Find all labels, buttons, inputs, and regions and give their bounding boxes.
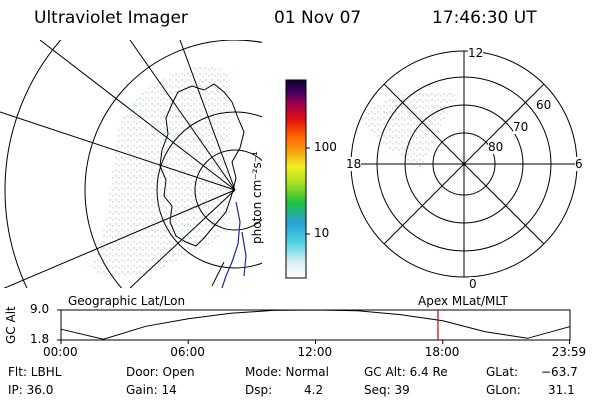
colorbar-tick-100: 100 — [314, 140, 337, 154]
mode-info: Mode: Normal — [245, 365, 329, 379]
gc-alt-info: GC Alt: 6.4 Re — [364, 365, 448, 379]
y-tick-label: 1.8 — [30, 332, 50, 346]
mlt-label-6: 6 — [575, 157, 583, 171]
seq-info: Seq: 39 — [364, 383, 410, 397]
door-info: Door: Open — [126, 365, 195, 379]
colorbar-unit-label: photon cm⁻²s⁻¹ — [250, 151, 264, 244]
colorbar-gradient — [285, 79, 307, 279]
colorbar — [285, 79, 310, 279]
glon-label: GLon: — [486, 383, 521, 397]
south-america-coastline — [221, 201, 247, 288]
lat-label-70: 70 — [513, 120, 529, 134]
lat-circle — [194, 149, 262, 231]
y-tick-label: 9.0 — [30, 302, 50, 316]
date-label: 01 Nov 07 — [274, 8, 362, 28]
glat-label: GLat: — [486, 365, 519, 379]
mlt-label-12: 12 — [468, 46, 484, 60]
colorbar-tick-10: 10 — [314, 226, 330, 240]
altitude-series-line — [60, 309, 570, 340]
x-tick-label: 06:00 — [170, 345, 205, 359]
lat-label-60: 60 — [536, 98, 552, 112]
antarctica-coastline — [159, 83, 245, 247]
aurora-glow-polar — [360, 89, 460, 169]
ip-info: IP: 36.0 — [8, 383, 54, 397]
gain-info: Gain: 14 — [126, 383, 177, 397]
filter-info: Flt: LBHL — [8, 365, 62, 379]
coastline-fragment — [211, 261, 225, 287]
mlt-label-18: 18 — [346, 157, 362, 171]
aurora-glow-map — [90, 66, 230, 277]
chart-ylabel: GC Alt — [4, 306, 18, 344]
polar-plot — [350, 50, 578, 278]
lat-circle — [156, 111, 262, 269]
x-tick-label: 12:00 — [297, 345, 333, 359]
apex-panel-label: Apex MLat/MLT — [418, 294, 508, 308]
altitude-chart — [57, 309, 571, 344]
instrument-title: Ultraviolet Imager — [34, 8, 188, 28]
meridian-line — [39, 40, 236, 191]
dsp-label: Dsp: — [245, 383, 273, 397]
geographic-panel-label: Geographic Lat/Lon — [68, 294, 186, 308]
mlt-label-0: 0 — [469, 277, 477, 291]
meridian-line — [129, 189, 236, 288]
x-tick-label: 18:00 — [424, 345, 460, 359]
glat-value: −63.7 — [541, 365, 578, 379]
meridian-line — [0, 111, 236, 191]
lat-circle — [4, 40, 62, 288]
glon-value: 31.1 — [548, 383, 575, 397]
meridian-line — [129, 40, 236, 191]
x-tick-label: 00:00 — [43, 345, 78, 359]
meridian-line — [3, 189, 236, 288]
x-tick-label: 23:59 — [551, 345, 587, 359]
chart-frame — [60, 309, 571, 341]
lat-label-80: 80 — [488, 140, 504, 154]
dsp-value: 4.2 — [304, 383, 324, 397]
mlt-line-diag — [383, 83, 545, 245]
time-label: 17:46:30 UT — [432, 8, 537, 28]
meridian-line — [179, 40, 236, 191]
lat-circle — [84, 40, 262, 288]
